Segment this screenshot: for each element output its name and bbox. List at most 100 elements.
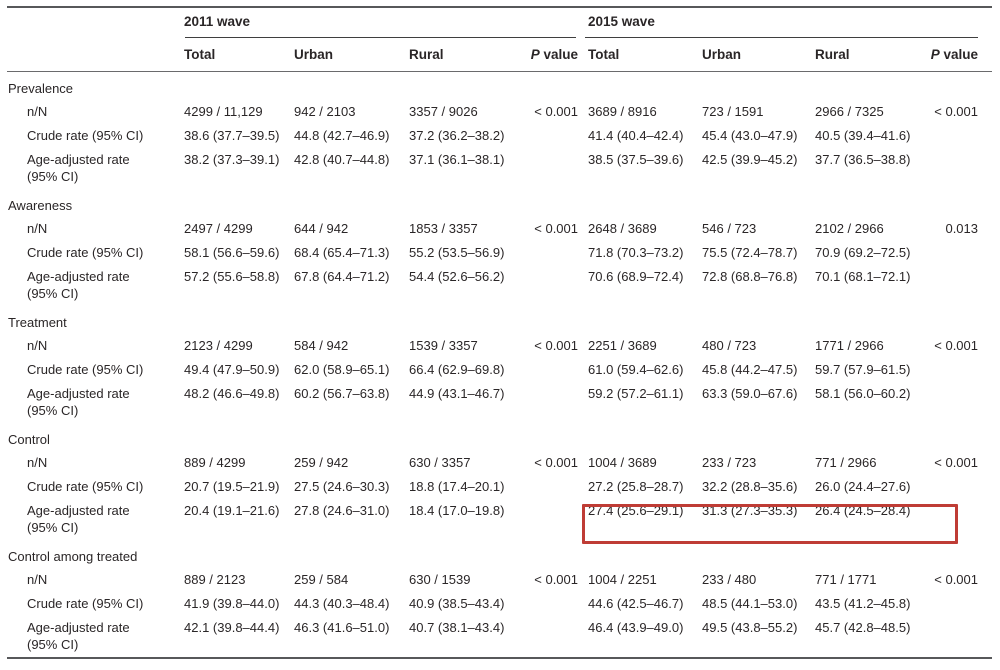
table-cell: 1539 / 3357	[409, 338, 478, 353]
section-row: Awareness	[7, 189, 992, 217]
table-row: Age-adjusted rate (95% CI) 48.2 (46.6–49.8…	[7, 382, 992, 423]
highlighted-cell: 27.4 (25.6–29.1)	[588, 503, 684, 518]
table-cell: 37.7 (36.5–38.8)	[815, 152, 911, 167]
table-cell: 75.5 (72.4–78.7)	[702, 245, 798, 260]
table-cell: < 0.001	[534, 455, 579, 470]
table-cell: 43.5 (41.2–45.8)	[815, 596, 911, 611]
table-cell: 480 / 723	[702, 338, 757, 353]
table-cell: 771 / 1771	[815, 572, 877, 587]
table-cell: 27.5 (24.6–30.3)	[294, 479, 390, 494]
row-label-text: Age-adjusted rate	[27, 620, 130, 635]
table-row: Age-adjusted rate (95% CI) 38.2 (37.3–39.1…	[7, 148, 992, 189]
table-cell: 44.3 (40.3–48.4)	[294, 596, 390, 611]
table-cell: < 0.001	[534, 572, 579, 587]
table-row: Crude rate (95% CI) 38.6 (37.7–39.5) 44.8 …	[7, 124, 992, 148]
table-cell	[514, 499, 582, 540]
table-row: Age-adjusted rate (95% CI) 20.4 (19.1–21.6…	[7, 499, 992, 540]
row-label: n/N	[7, 334, 184, 358]
column-header-rural-2011: Rural	[409, 38, 514, 72]
table-cell: 2497 / 4299	[184, 221, 253, 236]
table-cell: < 0.001	[534, 338, 579, 353]
table-cell: 889 / 2123	[184, 572, 246, 587]
table-cell	[514, 382, 582, 423]
row-label-text-line2: (95% CI)	[27, 286, 79, 301]
section-label: Treatment	[8, 315, 67, 330]
table-cell: 546 / 723	[702, 221, 757, 236]
row-label-text: Age-adjusted rate	[27, 386, 130, 401]
row-label-text: n/N	[27, 338, 48, 353]
table-cell: 48.5 (44.1–53.0)	[702, 596, 798, 611]
table-cell: 44.9 (43.1–46.7)	[409, 386, 505, 401]
table-cell: 2966 / 7325	[815, 104, 884, 119]
table-cell: 45.8 (44.2–47.5)	[702, 362, 798, 377]
table-cell: 60.2 (56.7–63.8)	[294, 386, 390, 401]
table-cell: 3689 / 8916	[588, 104, 657, 119]
table-cell: 20.7 (19.5–21.9)	[184, 479, 280, 494]
table-cell: 0.013	[945, 221, 979, 236]
table-cell: < 0.001	[534, 221, 579, 236]
row-label-text: Crude rate (95% CI)	[27, 479, 144, 494]
table-cell: 42.1 (39.8–44.4)	[184, 620, 280, 635]
column-header-row: Total Urban Rural P value Total Urban Rural P v…	[7, 38, 993, 72]
table-cell: 70.1 (68.1–72.1)	[815, 269, 911, 284]
table-cell: 771 / 2966	[815, 455, 877, 470]
table-cell: 27.2 (25.8–28.7)	[588, 479, 684, 494]
row-label: n/N	[7, 568, 184, 592]
row-label: Crude rate (95% CI)	[7, 475, 184, 499]
table-cell: 62.0 (58.9–65.1)	[294, 362, 390, 377]
table-cell: 40.5 (39.4–41.6)	[815, 128, 911, 143]
table-cell	[514, 148, 582, 189]
table-cell: 630 / 3357	[409, 455, 471, 470]
table-cell: 67.8 (64.4–71.2)	[294, 269, 390, 284]
column-header-total-2015: Total	[582, 38, 703, 72]
table-cell: 55.2 (53.5–56.9)	[409, 245, 505, 260]
table-cell: < 0.001	[934, 455, 979, 470]
table-cell	[514, 241, 582, 265]
table-cell: 38.5 (37.5–39.6)	[588, 152, 684, 167]
table-cell: 2123 / 4299	[184, 338, 253, 353]
table-cell: 72.8 (68.8–76.8)	[702, 269, 798, 284]
table-cell: 37.1 (36.1–38.1)	[409, 152, 505, 167]
section-label: Awareness	[8, 198, 73, 213]
row-label: Age-adjusted rate (95% CI)	[7, 499, 184, 540]
table-cell: 63.3 (59.0–67.6)	[702, 386, 798, 401]
row-label: n/N	[7, 451, 184, 475]
table-cell: 644 / 942	[294, 221, 349, 236]
row-label: Age-adjusted rate (95% CI)	[7, 382, 184, 423]
table-cell: 1853 / 3357	[409, 221, 478, 236]
row-label-text: Crude rate (95% CI)	[27, 362, 144, 377]
table-cell: 2251 / 3689	[588, 338, 657, 353]
group-header-row: 2011 wave 2015 wave	[7, 7, 992, 38]
row-label-text: Age-adjusted rate	[27, 503, 130, 518]
row-label-text: Age-adjusted rate	[27, 269, 130, 284]
corner-cell	[7, 7, 184, 38]
section-row: Treatment	[7, 306, 992, 334]
table-cell	[920, 382, 992, 423]
table-cell: 71.8 (70.3–73.2)	[588, 245, 684, 260]
table-cell	[920, 148, 992, 189]
table-cell: 27.8 (24.6–31.0)	[294, 503, 390, 518]
row-label: Crude rate (95% CI)	[7, 241, 184, 265]
page: 2011 wave 2015 wave Total Urban Rural P val…	[0, 6, 1000, 670]
table-wrapper: 2011 wave 2015 wave Total Urban Rural P val…	[7, 6, 1000, 659]
table-cell: 18.8 (17.4–20.1)	[409, 479, 505, 494]
table-cell: 942 / 2103	[294, 104, 356, 119]
table-cell: 45.7 (42.8–48.5)	[815, 620, 911, 635]
table-cell: 18.4 (17.0–19.8)	[409, 503, 505, 518]
table-cell: 2102 / 2966	[815, 221, 884, 236]
table-cell: 233 / 723	[702, 455, 757, 470]
table-cell	[514, 265, 582, 306]
row-label-text: Crude rate (95% CI)	[27, 128, 144, 143]
group-header-2015-wave: 2015 wave	[582, 7, 992, 38]
table-cell: 48.2 (46.6–49.8)	[184, 386, 280, 401]
table-cell: 61.0 (59.4–62.6)	[588, 362, 684, 377]
row-label-text: Crude rate (95% CI)	[27, 596, 144, 611]
column-header-urban-2011: Urban	[294, 38, 409, 72]
section-label: Control	[8, 432, 50, 447]
table-cell: 259 / 584	[294, 572, 349, 587]
table-row: Age-adjusted rate (95% CI) 42.1 (39.8–44.4…	[7, 616, 992, 658]
row-label-text-line2: (95% CI)	[27, 169, 79, 184]
table-cell: 40.7 (38.1–43.4)	[409, 620, 505, 635]
table-cell: 68.4 (65.4–71.3)	[294, 245, 390, 260]
row-label: Crude rate (95% CI)	[7, 358, 184, 382]
